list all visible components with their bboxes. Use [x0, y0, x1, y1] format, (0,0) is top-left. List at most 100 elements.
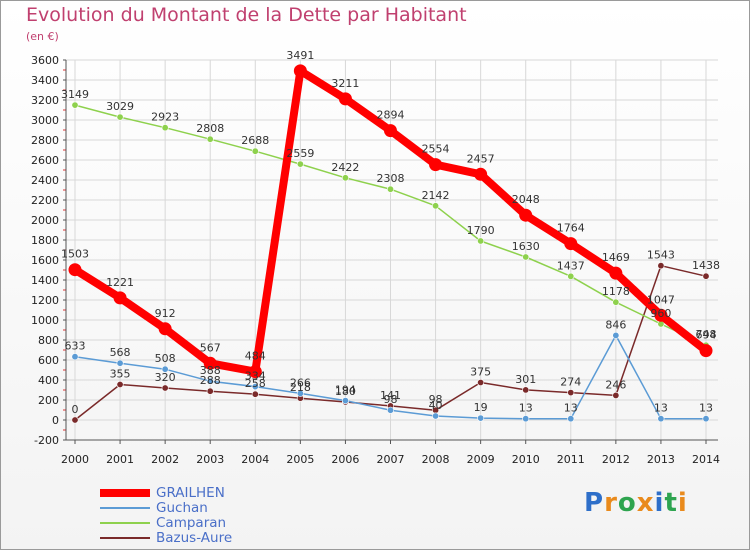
data-label: 1047 — [647, 293, 675, 306]
y-tick-labels: -200 0 200 400 600 800 1000 1200 1400 1600 1800 200… — [31, 54, 59, 447]
data-label: 2142 — [422, 189, 450, 202]
x-tick-label: 2000 — [61, 453, 89, 466]
data-point — [522, 415, 530, 423]
logo-letter: i — [654, 488, 665, 518]
data-point — [341, 174, 349, 182]
y-tick-label: 2800 — [31, 134, 59, 147]
y-tick-label: 3000 — [31, 114, 59, 127]
data-label: 1764 — [557, 222, 585, 235]
data-label: 3211 — [331, 77, 359, 90]
x-tick-label: 2002 — [151, 453, 179, 466]
data-point — [116, 113, 124, 121]
x-tick-label: 2011 — [557, 453, 585, 466]
data-point — [519, 208, 533, 222]
data-point — [203, 356, 217, 370]
logo-letter: x — [636, 488, 655, 518]
data-label: 1469 — [602, 251, 630, 264]
data-label: 3029 — [106, 100, 134, 113]
y-tick-label: 200 — [38, 394, 59, 407]
data-label: 912 — [155, 307, 176, 320]
x-tick-label: 2006 — [331, 453, 359, 466]
data-point — [477, 414, 485, 422]
data-point — [161, 365, 169, 373]
series-grailhen — [68, 64, 713, 379]
data-label: 1543 — [647, 249, 675, 262]
y-tick-label: 600 — [38, 354, 59, 367]
y-tick-label: 3400 — [31, 74, 59, 87]
data-label: 40 — [429, 399, 443, 412]
y-tick-label: 2400 — [31, 174, 59, 187]
data-label: 846 — [605, 318, 626, 331]
data-label: 320 — [155, 371, 176, 384]
x-tick-label: 2001 — [106, 453, 134, 466]
data-label: 2923 — [151, 111, 179, 124]
y-tick-label: 800 — [38, 334, 59, 347]
data-label: 180 — [335, 385, 356, 398]
data-label: 1437 — [557, 259, 585, 272]
data-point — [251, 147, 259, 155]
data-point — [386, 406, 394, 414]
data-point — [567, 389, 575, 397]
data-label: 1178 — [602, 285, 630, 298]
data-label: 98 — [384, 393, 398, 406]
legend-swatch — [100, 507, 150, 509]
series-guchan — [71, 331, 710, 423]
data-point — [432, 412, 440, 420]
legend-label: Camparan — [156, 515, 227, 531]
data-point — [477, 237, 485, 245]
data-label: 274 — [560, 376, 581, 389]
x-tick-label: 2008 — [422, 453, 450, 466]
data-point — [564, 237, 578, 251]
y-tick-label: 1600 — [31, 254, 59, 267]
data-point — [386, 185, 394, 193]
y-tick-label: 0 — [52, 414, 59, 427]
data-point — [71, 416, 79, 424]
data-label: 2554 — [422, 143, 450, 156]
legend-swatch — [100, 537, 150, 539]
y-tick-label: 3200 — [31, 94, 59, 107]
data-point — [609, 266, 623, 280]
data-label: 375 — [470, 366, 491, 379]
data-point — [71, 353, 79, 361]
data-label: 388 — [200, 364, 221, 377]
data-label: 567 — [200, 341, 221, 354]
data-label: 2422 — [331, 161, 359, 174]
data-point — [158, 322, 172, 336]
y-tick-label: 400 — [38, 374, 59, 387]
data-point — [161, 124, 169, 132]
grid-lines — [66, 59, 718, 441]
data-label: 1438 — [692, 259, 720, 272]
logo-letter: r — [604, 488, 618, 518]
data-label: 19 — [474, 401, 488, 414]
legend-label: Guchan — [156, 500, 208, 516]
data-point — [657, 262, 665, 270]
data-point — [702, 415, 710, 423]
data-label: 2894 — [377, 109, 405, 122]
data-point — [612, 331, 620, 339]
x-tick-label: 2012 — [602, 453, 630, 466]
data-point — [522, 253, 530, 261]
data-point — [206, 387, 214, 395]
data-label: 3149 — [61, 88, 89, 101]
data-point — [248, 365, 262, 379]
data-label: 633 — [65, 340, 86, 353]
y-tick-label: 1000 — [31, 314, 59, 327]
x-tick-label: 2005 — [286, 453, 314, 466]
logo-letter: t — [664, 488, 678, 518]
y-tick-label: 1800 — [31, 234, 59, 247]
x-tick-label: 2009 — [467, 453, 495, 466]
proxiti-logo: Proxiti — [584, 488, 688, 518]
data-point — [251, 383, 259, 391]
logo-letter: o — [617, 488, 637, 518]
data-point — [206, 377, 214, 385]
data-label: 568 — [110, 346, 131, 359]
legend-label: Bazus-Aure — [156, 530, 233, 546]
data-point — [116, 380, 124, 388]
chart-title: Evolution du Montant de la Dette par Hab… — [26, 4, 467, 26]
data-label: 288 — [200, 374, 221, 387]
y-tick-label: 2200 — [31, 194, 59, 207]
y-tick-label: 2000 — [31, 214, 59, 227]
data-point — [432, 202, 440, 210]
data-point — [341, 397, 349, 405]
